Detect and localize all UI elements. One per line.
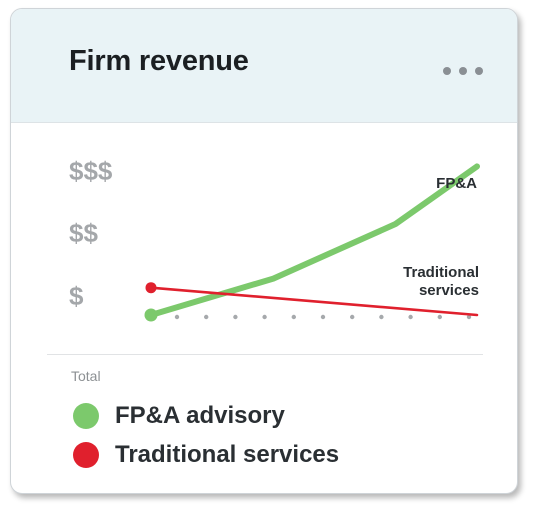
legend-item-fpa: FP&A advisory [73,402,285,430]
more-dot [443,67,451,75]
legend-swatch-fpa [73,403,99,429]
baseline-grid-dot [204,314,209,320]
legend-swatch-traditional [73,442,99,468]
baseline-grid-dot [320,314,326,320]
more-dot [459,67,467,75]
series-start-point [144,308,158,322]
series-line-traditional [149,286,479,317]
legend-divider [47,354,483,355]
more-dot [475,67,483,75]
legend-label-fpa: FP&A advisory [115,402,285,429]
baseline-grid-dot [174,314,180,320]
baseline-grid-dot [262,314,267,320]
y-tick-label: $ [69,281,84,311]
series-line-fpa [148,163,480,318]
series-start-point [145,282,157,294]
y-tick-label: $$ [69,218,98,248]
baseline-grid-dot [437,314,442,320]
more-options-icon[interactable] [443,63,483,79]
revenue-card: Firm revenue $ $$ $$$ FP&A Traditional servic… [10,8,518,494]
baseline-grid-dot [408,314,413,320]
card-title: Firm revenue [69,45,249,77]
legend-label-traditional: Traditional services [115,441,340,468]
series-annotation: services [419,282,479,299]
y-tick-label: $$$ [69,156,113,186]
baseline-grid-dot [350,314,355,320]
legend-caption: Total [71,368,101,384]
baseline-grid-dot [291,314,296,320]
series-annotation: Traditional [403,264,479,281]
series-annotation: FP&A [436,175,477,192]
legend-item-traditional: Traditional services [73,441,339,469]
baseline-grid-dot [466,314,472,320]
baseline-grid-dot [379,314,384,320]
card-header: Firm revenue [11,9,517,123]
baseline-grid-dot [233,314,238,320]
